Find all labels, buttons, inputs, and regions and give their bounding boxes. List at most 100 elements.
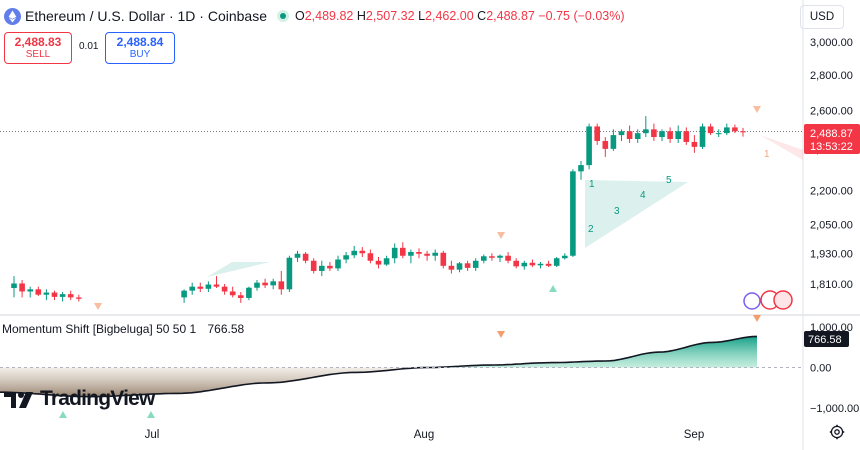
ethereum-icon xyxy=(4,7,21,25)
candle-body xyxy=(262,282,268,286)
candle-body xyxy=(181,290,187,298)
sell-signal-marker xyxy=(497,232,505,239)
sell-label: SELL xyxy=(25,48,51,60)
candle-body xyxy=(610,135,617,149)
last-price-badge xyxy=(804,124,860,154)
price-change: −0.75 (−0.03%) xyxy=(538,9,625,23)
candle-body xyxy=(497,255,503,258)
candle-body xyxy=(213,284,220,287)
trend-zone xyxy=(585,180,688,248)
trend-wave-label: 4 xyxy=(640,190,646,201)
trend-zone xyxy=(760,135,803,160)
ohlc-values: O2,489.82 H2,507.32 L2,462.00 C2,488.87 … xyxy=(295,9,625,23)
candle-body xyxy=(432,252,438,256)
y-tick-label: 3,000.00 xyxy=(810,37,853,49)
buy-signal-marker xyxy=(59,411,67,418)
candle-body xyxy=(246,287,252,298)
candle-body xyxy=(562,255,568,259)
sell-signal-marker xyxy=(94,303,102,310)
ohlc-low: 2,462.00 xyxy=(425,9,474,23)
indicator-value-badge-label: 766.58 xyxy=(808,334,842,346)
currency-button[interactable]: USD xyxy=(800,5,844,29)
candle-body xyxy=(724,127,730,134)
symbol-header: Ethereum / U.S. Dollar · 1D · Coinbase O… xyxy=(0,0,625,32)
candle-body xyxy=(229,291,236,296)
candle-body xyxy=(481,256,487,261)
candle-body xyxy=(618,131,625,136)
candle-body xyxy=(578,165,584,172)
candle-body xyxy=(489,256,495,258)
candle-body xyxy=(416,252,422,254)
osc-y-tick-label: −1,000.00 xyxy=(810,403,859,415)
y-tick-label: 2,050.00 xyxy=(810,219,853,231)
candle-body xyxy=(440,252,447,266)
candle-body xyxy=(11,283,17,288)
candle-body xyxy=(51,292,58,297)
spread-value: 0.01 xyxy=(79,41,99,52)
sell-button[interactable]: 2,488.83 SELL xyxy=(4,32,72,64)
candle-body xyxy=(335,259,341,269)
trend-wave-label: 1 xyxy=(589,179,595,190)
ohlc-high: 2,507.32 xyxy=(365,9,415,23)
candle-body xyxy=(651,129,657,138)
candle-body xyxy=(740,131,746,133)
sell-price: 2,488.83 xyxy=(14,34,62,49)
x-tick-label: Sep xyxy=(684,429,704,441)
x-tick-label: Jul xyxy=(145,429,160,441)
candle-body xyxy=(683,131,690,142)
buy-signal-marker xyxy=(147,411,155,418)
y-tick-label: 2,600.00 xyxy=(810,106,853,118)
candle-body xyxy=(221,286,228,292)
indicator-value: 766.58 xyxy=(207,322,245,336)
candle-body xyxy=(602,140,609,149)
market-open-icon xyxy=(276,10,289,22)
sell-signal-marker xyxy=(497,331,505,338)
ohlc-high-key: H xyxy=(356,9,366,23)
candle-body xyxy=(383,258,390,265)
candle-body xyxy=(59,294,66,297)
momentum-positive-area xyxy=(0,336,757,368)
candle-body xyxy=(594,126,600,141)
gear-icon[interactable] xyxy=(829,424,845,440)
candle-body xyxy=(43,292,50,295)
candle-body xyxy=(586,126,592,166)
candle-body xyxy=(35,289,42,295)
tradingview-logo-icon xyxy=(4,392,33,408)
x-tick-label: Aug xyxy=(414,429,434,441)
candle-body xyxy=(367,253,374,261)
candle-body xyxy=(732,127,738,132)
candle-body xyxy=(521,262,528,267)
candle-body xyxy=(464,263,471,268)
buy-button[interactable]: 2,488.84 BUY xyxy=(105,32,175,64)
candle-body xyxy=(270,281,276,286)
candle-body xyxy=(391,247,398,259)
indicator-legend[interactable]: Momentum Shift [Bigbeluga] 50 50 1 766.5… xyxy=(2,322,244,336)
osc-y-tick-label: 0.00 xyxy=(810,363,831,375)
indicator-name: Momentum Shift [Bigbeluga] xyxy=(2,322,153,336)
candle-body xyxy=(448,265,455,270)
indicator-params: 50 50 1 xyxy=(156,322,197,336)
candle-body xyxy=(238,295,244,298)
flag-icon xyxy=(773,290,793,310)
symbol-title[interactable]: Ethereum / U.S. Dollar · 1D · Coinbase xyxy=(25,8,267,24)
candle-body xyxy=(643,129,649,134)
trend-zone xyxy=(207,262,270,277)
candle-body xyxy=(675,131,681,139)
tradingview-logo[interactable]: TradingView xyxy=(4,387,155,411)
y-tick-label: 1,930.00 xyxy=(810,248,853,260)
ohlc-low-key: L xyxy=(418,9,426,23)
candle-body xyxy=(19,283,25,292)
buy-signal-marker xyxy=(549,285,557,292)
candle-body xyxy=(659,131,665,138)
ohlc-close-key: C xyxy=(477,9,487,23)
candle-body xyxy=(302,253,309,261)
tradingview-logo-text: TradingView xyxy=(40,387,155,410)
countdown-label: 13:53:22 xyxy=(810,141,853,153)
candle-body xyxy=(424,253,430,256)
candle-body xyxy=(76,297,82,299)
candle-body xyxy=(375,260,382,265)
candle-body xyxy=(707,126,714,134)
candle-body xyxy=(456,263,463,270)
y-tick-label: 2,200.00 xyxy=(810,186,853,198)
